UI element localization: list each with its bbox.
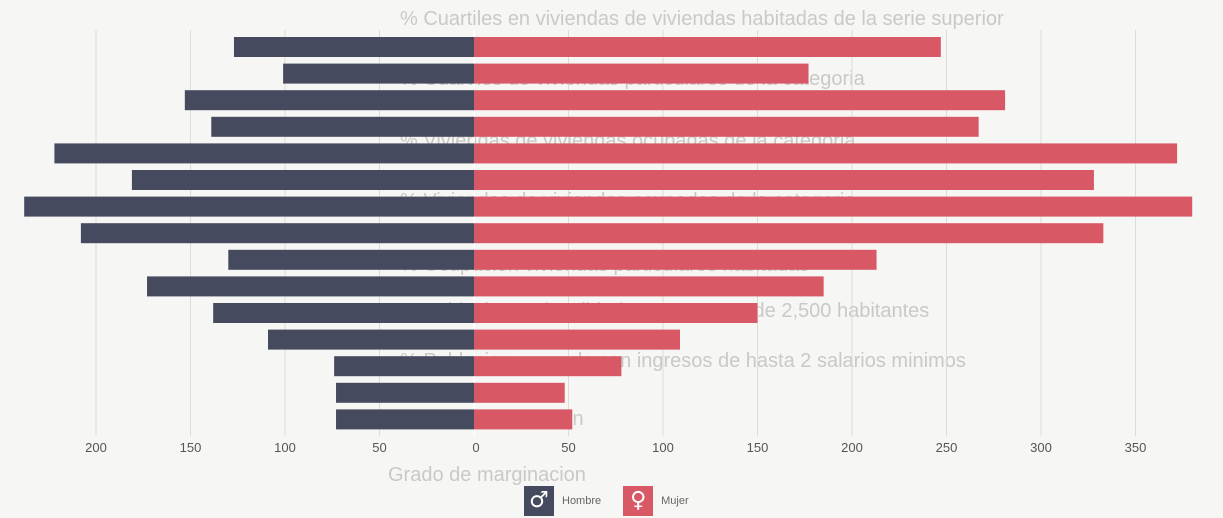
bar-mujer [474, 276, 824, 297]
legend-label-hombre: Hombre [562, 495, 602, 507]
x-tick-label: 50 [372, 440, 386, 455]
bar-hombre [211, 116, 475, 137]
x-tick-label: 100 [652, 440, 674, 455]
x-tick-label: 350 [1125, 440, 1147, 455]
bar-hombre [336, 409, 474, 430]
male-symbol-icon: ♂ [524, 486, 554, 516]
x-tick-label: 150 [180, 440, 202, 455]
tick-labels: 200 150 100 50 0 50 100 150 200 250 300 350 [85, 440, 1146, 455]
bar-mujer [474, 143, 1178, 164]
bar-hombre [184, 90, 474, 111]
bar-hombre [131, 170, 474, 190]
bar-hombre [147, 276, 474, 297]
bar-hombre [233, 37, 474, 57]
legend: ♂ Hombre ♀ Mujer [524, 484, 703, 518]
bar-mujer [474, 37, 941, 57]
bar-mujer [474, 356, 622, 377]
bar-mujer [474, 170, 1094, 190]
legend-label-mujer: Mujer [661, 495, 689, 507]
bar-mujer [474, 196, 1193, 217]
bar-mujer [474, 90, 1006, 111]
x-tick-label: 50 [561, 440, 575, 455]
bar-mujer [474, 382, 565, 403]
bar-hombre [80, 223, 474, 244]
bar-mujer [474, 249, 877, 270]
x-tick-label: 150 [747, 440, 769, 455]
female-symbol-icon: ♀ [623, 486, 654, 516]
x-tick-label: 200 [85, 440, 107, 455]
bar-mujer [474, 63, 809, 84]
bars [24, 37, 1193, 430]
x-tick-label: 250 [936, 440, 958, 455]
bar-mujer [474, 116, 979, 137]
bar-mujer [474, 409, 573, 430]
bar-hombre [336, 382, 474, 403]
bar-hombre [267, 329, 474, 350]
background-text-line: Grado de marginacion [388, 464, 586, 486]
bar-hombre [228, 249, 474, 270]
x-tick-label: 100 [274, 440, 296, 455]
bar-mujer [474, 329, 681, 350]
x-tick-label: 0 [472, 440, 479, 455]
bar-hombre [54, 143, 475, 164]
x-tick-label: 200 [841, 440, 863, 455]
bar-hombre [24, 196, 475, 217]
bar-hombre [283, 63, 474, 84]
background-text-line: % Cuartiles en viviendas de viviendas ha… [400, 8, 1004, 30]
bar-hombre [213, 303, 474, 323]
x-tick-label: 300 [1030, 440, 1052, 455]
bar-hombre [334, 356, 474, 377]
bar-mujer [474, 303, 758, 323]
bar-mujer [474, 223, 1104, 244]
